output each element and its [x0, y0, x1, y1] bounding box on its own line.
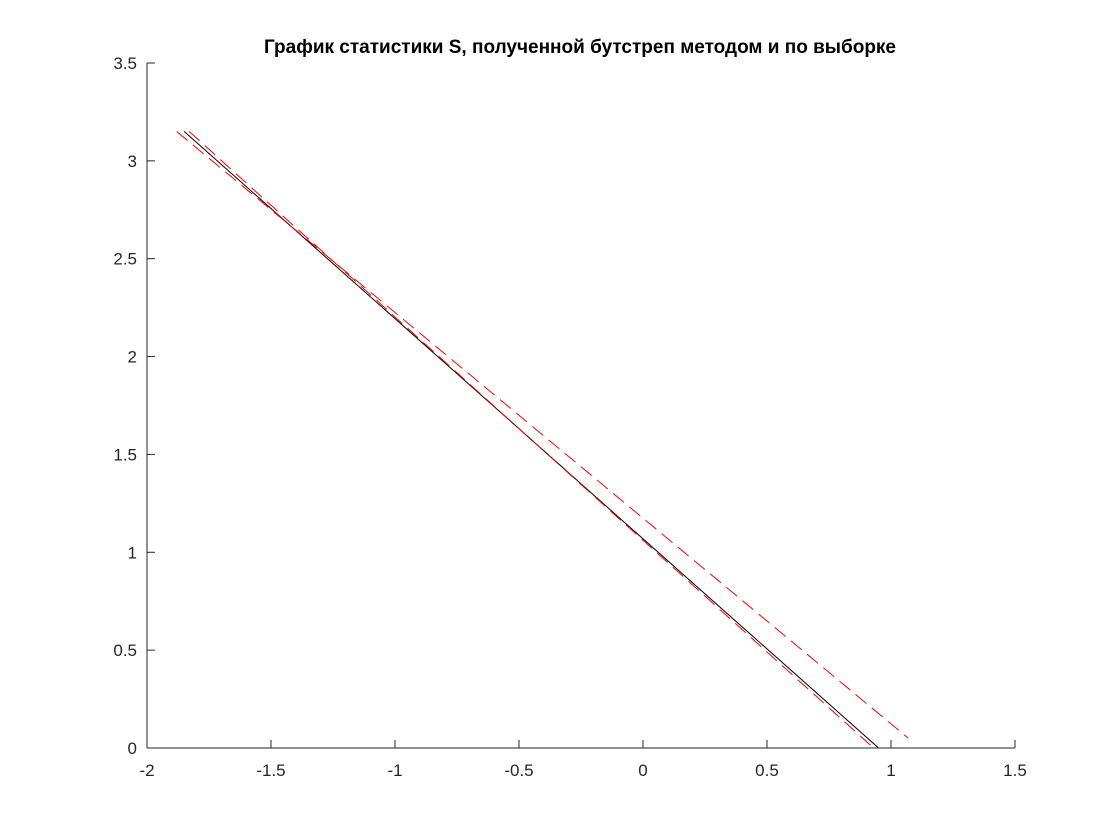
x-tick-label: 0.5	[755, 761, 779, 780]
y-axis: 0 0.5 1 1.5 2 2.5 3 3.5	[113, 54, 155, 758]
y-tick-label: 2.5	[113, 250, 137, 269]
chart-title: График статистики S, полученной бутстреп…	[264, 37, 896, 58]
x-tick-label: -2	[139, 761, 154, 780]
x-tick-label: -1.5	[256, 761, 285, 780]
y-tick-label: 1.5	[113, 445, 137, 464]
y-tick-label: 2	[128, 348, 137, 367]
y-tick-label: 0	[128, 739, 137, 758]
y-tick-label: 3.5	[113, 54, 137, 73]
x-axis: -2 -1.5 -1 -0.5 0 0.5 1 1.5	[139, 740, 1027, 780]
x-tick-label: 0	[638, 761, 647, 780]
x-tick-label: -0.5	[504, 761, 533, 780]
y-tick-label: 0.5	[113, 641, 137, 660]
x-tick-label: 1	[886, 761, 895, 780]
x-tick-label: -1	[387, 761, 402, 780]
series-line-2	[188, 131, 874, 749]
y-tick-label: 1	[128, 543, 137, 562]
series-line-3	[176, 131, 909, 739]
y-tick-label: 3	[128, 152, 137, 171]
x-tick-label: 1.5	[1003, 761, 1027, 780]
